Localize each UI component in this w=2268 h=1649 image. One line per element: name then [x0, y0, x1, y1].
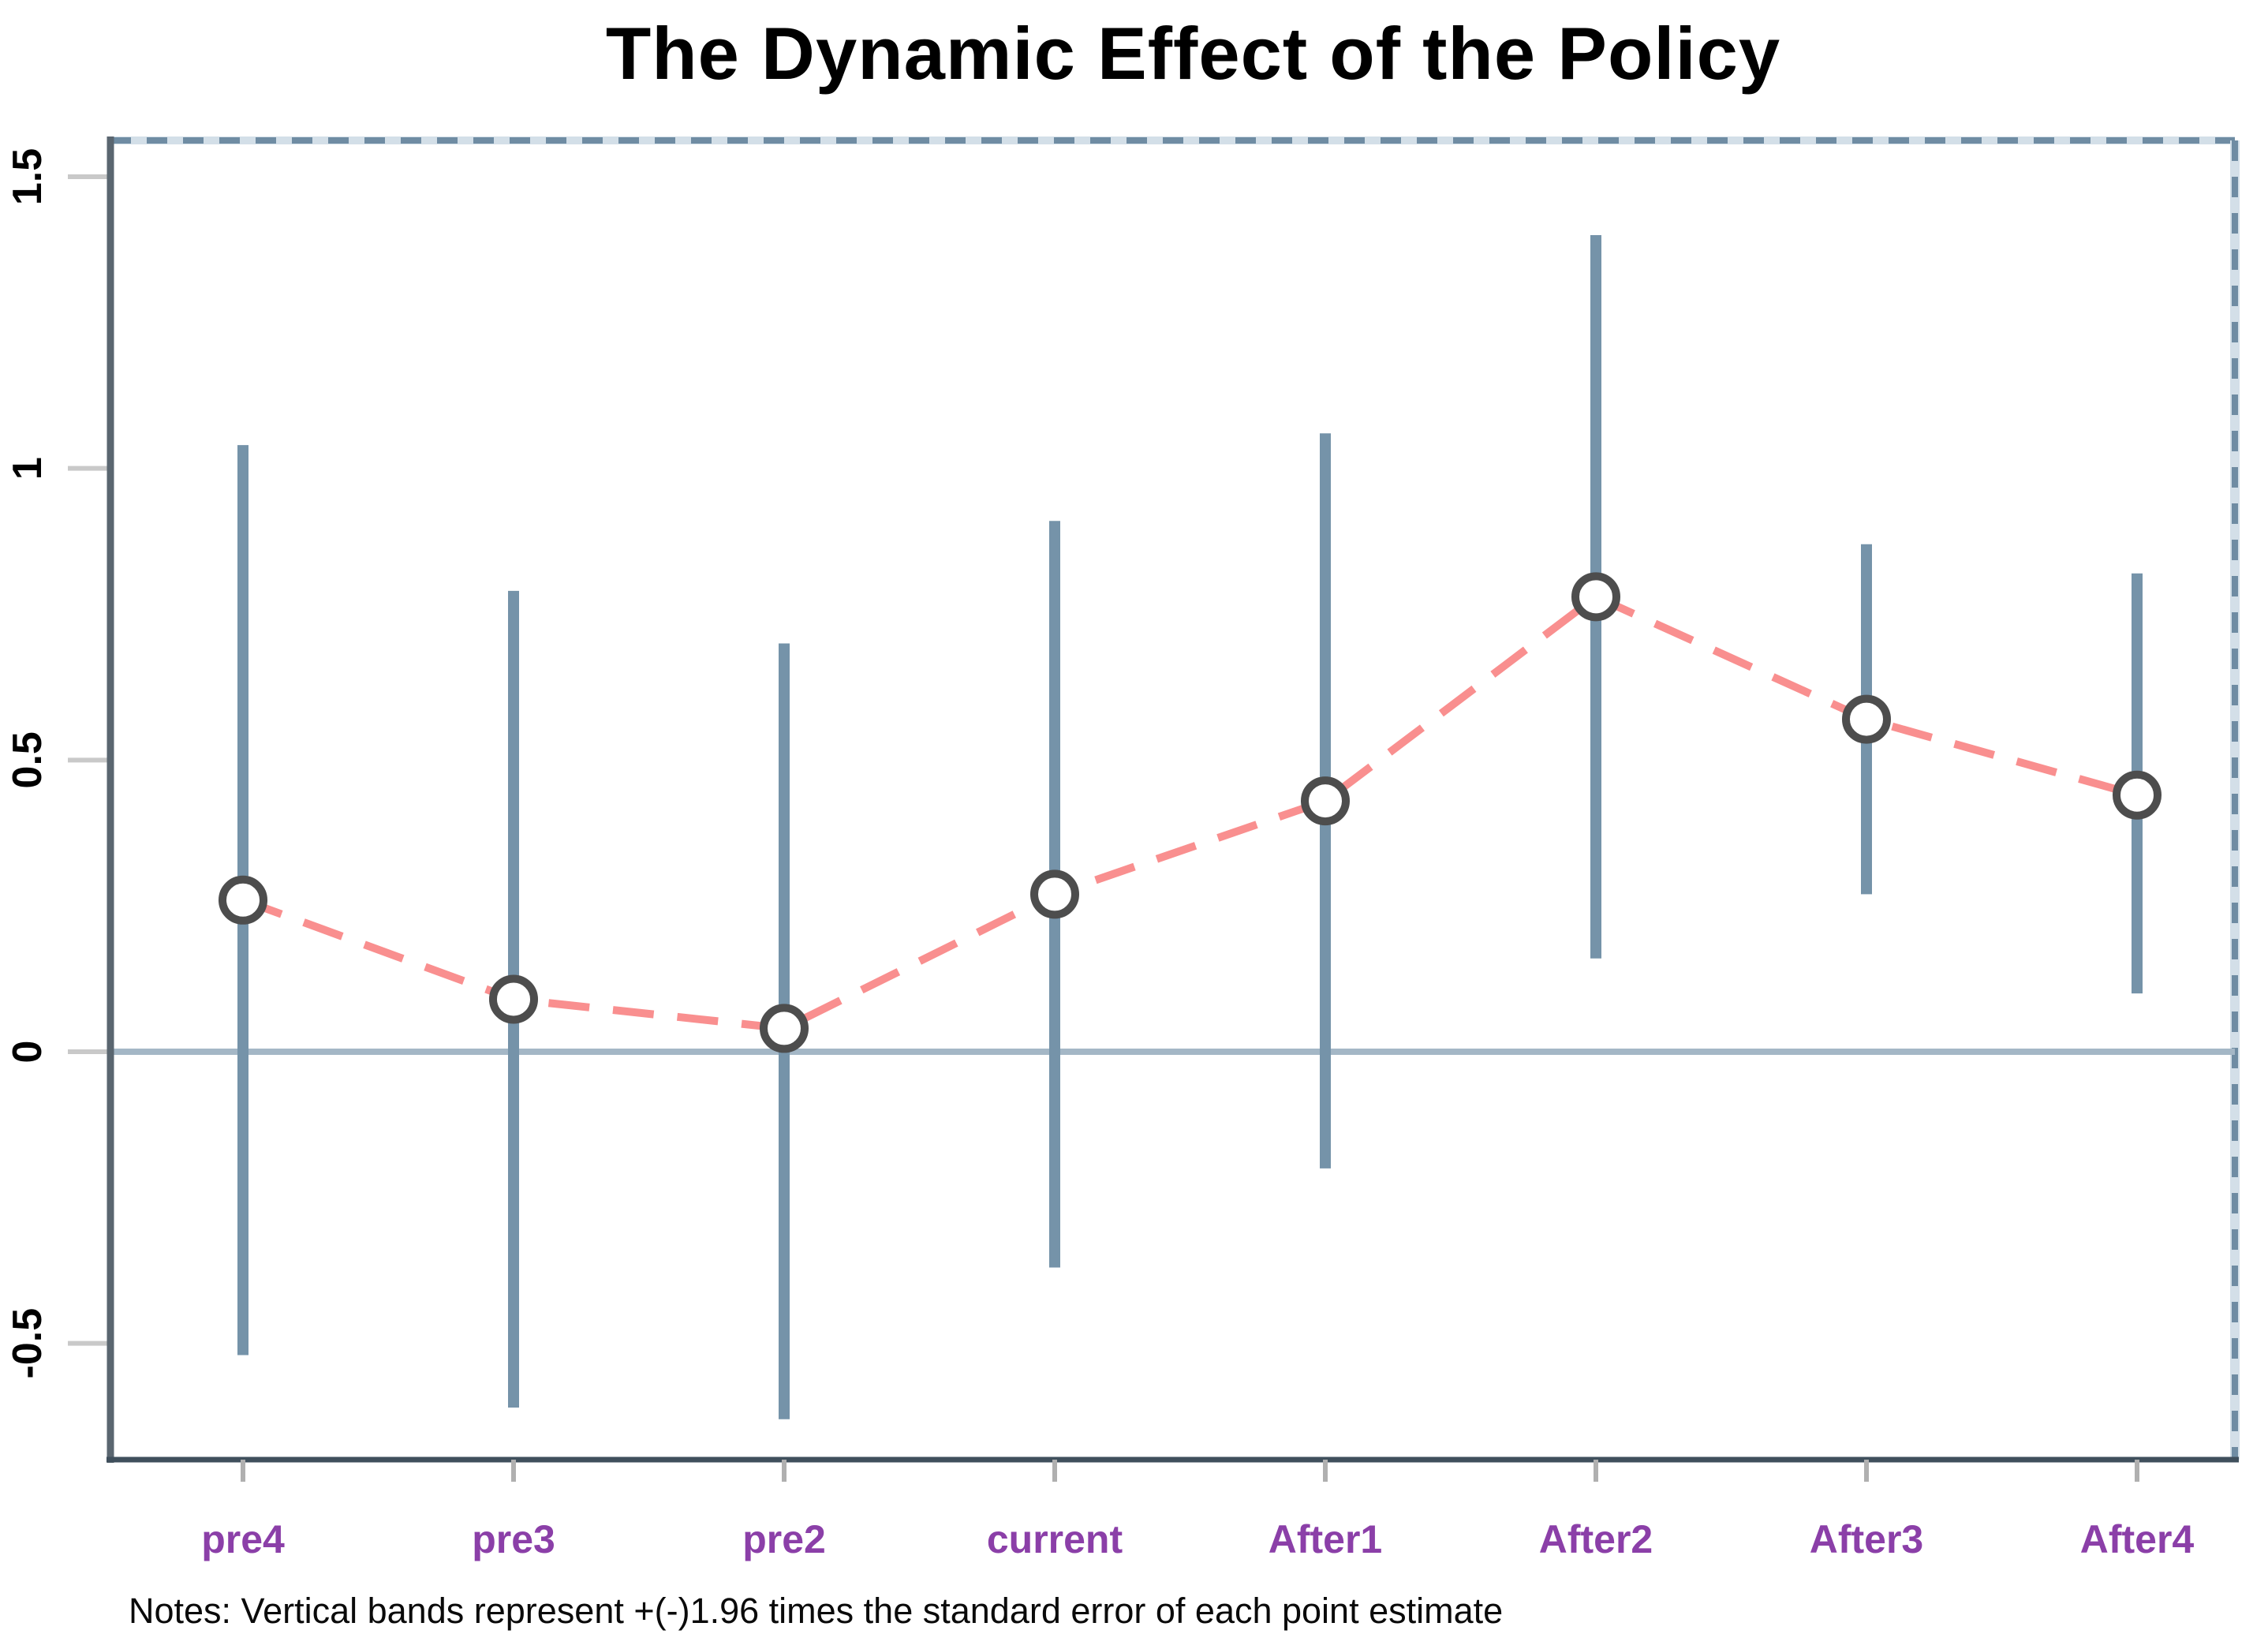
- x-tick-label: pre4: [201, 1517, 285, 1561]
- chart-title: The Dynamic Effect of the Policy: [605, 12, 1781, 95]
- y-tick-label: 1: [5, 457, 50, 480]
- estimate-line: [241, 592, 2139, 1033]
- point-marker: [1842, 694, 1891, 744]
- point-marker: [489, 974, 538, 1024]
- point-marker: [1571, 572, 1620, 622]
- x-tick-label: current: [987, 1517, 1123, 1561]
- point-marker: [760, 1004, 809, 1053]
- x-tick-label: After2: [1539, 1517, 1653, 1561]
- point-marker: [219, 875, 267, 925]
- point-marker: [2113, 770, 2162, 820]
- point-marker: [1030, 869, 1079, 919]
- x-tick-label: After3: [1810, 1517, 1923, 1561]
- y-tick-label: 1.5: [5, 148, 50, 205]
- x-tick-label: pre3: [472, 1517, 555, 1561]
- y-tick-label: -0.5: [5, 1308, 50, 1379]
- x-tick-label: After4: [2080, 1517, 2195, 1561]
- point-marker: [1301, 776, 1350, 826]
- x-tick-label: After1: [1269, 1517, 1382, 1561]
- x-tick-label: pre2: [742, 1517, 826, 1561]
- y-tick-label: 0: [5, 1041, 50, 1064]
- y-tick-label: 0.5: [5, 731, 50, 788]
- chart-notes: Notes: Vertical bands represent +(-)1.96…: [129, 1591, 1504, 1631]
